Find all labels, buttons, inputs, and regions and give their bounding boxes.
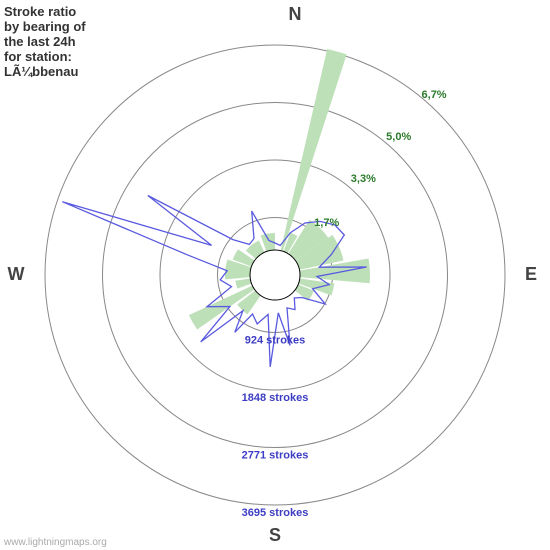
ratio-ring-label: 6,7% [422,89,447,101]
hub [250,250,300,300]
stroke-ring-label: 924 strokes [245,334,306,346]
footer-credit: www.lightningmaps.org [4,537,107,548]
stroke-ring-label: 3695 strokes [242,507,309,519]
chart-title: Stroke ratio by bearing of the last 24h … [4,4,86,79]
cardinal-e: E [525,264,537,284]
stroke-ring-label: 2771 strokes [242,449,309,461]
cardinal-s: S [269,525,281,545]
ratio-ring-label: 5,0% [386,131,411,143]
ratio-ring-label: 1,7% [314,217,339,229]
ratio-ring-label: 3,3% [351,173,376,185]
polar-chart: 924 strokes 1848 strokes 2771 strokes 3695 … [0,0,550,550]
stroke-ring-label: 1848 strokes [242,392,309,404]
cardinal-n: N [289,4,302,24]
cardinal-w: W [8,264,25,284]
